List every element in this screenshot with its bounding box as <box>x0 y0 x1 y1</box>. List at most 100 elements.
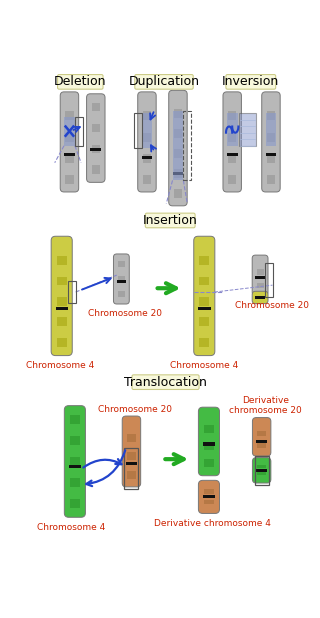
Bar <box>267 132 275 142</box>
Bar <box>64 153 75 156</box>
Bar <box>174 149 182 158</box>
Bar <box>265 263 273 297</box>
Bar <box>227 114 238 146</box>
Bar <box>143 175 151 184</box>
Bar <box>172 172 183 175</box>
Bar <box>65 101 74 109</box>
Bar <box>65 143 74 152</box>
Bar <box>199 318 209 326</box>
Text: Deletion: Deletion <box>54 75 107 88</box>
FancyBboxPatch shape <box>132 375 199 389</box>
FancyBboxPatch shape <box>58 75 103 89</box>
Bar <box>204 417 214 424</box>
Bar <box>57 256 67 265</box>
FancyBboxPatch shape <box>138 92 156 192</box>
FancyBboxPatch shape <box>194 236 215 355</box>
Bar <box>257 468 266 472</box>
Bar <box>174 159 182 167</box>
Bar <box>92 145 100 153</box>
Bar <box>75 117 83 146</box>
Bar <box>70 499 80 508</box>
Bar <box>57 318 67 326</box>
Bar <box>117 281 126 284</box>
Bar <box>92 166 100 174</box>
Bar <box>70 478 80 488</box>
Bar <box>172 111 183 146</box>
Bar <box>267 175 275 184</box>
Bar <box>118 261 125 268</box>
Bar <box>203 496 215 499</box>
FancyBboxPatch shape <box>87 94 105 182</box>
Bar <box>143 154 151 163</box>
Text: Translocation: Translocation <box>124 376 207 389</box>
Bar <box>118 284 125 290</box>
Bar <box>143 132 151 142</box>
Bar <box>65 175 74 184</box>
FancyBboxPatch shape <box>51 236 72 355</box>
Bar <box>228 101 236 109</box>
FancyBboxPatch shape <box>198 407 220 476</box>
Bar <box>204 500 214 504</box>
Bar <box>199 266 209 275</box>
Bar <box>174 139 182 148</box>
Bar <box>141 156 152 159</box>
Bar <box>127 443 136 451</box>
Text: Chromosome 4: Chromosome 4 <box>26 361 94 370</box>
Text: Chromosome 20: Chromosome 20 <box>98 405 172 413</box>
Bar <box>199 287 209 295</box>
Bar <box>204 442 214 450</box>
Bar <box>266 153 276 156</box>
Bar <box>118 269 125 275</box>
Bar <box>57 246 67 255</box>
Bar <box>65 132 74 142</box>
Text: Chromosome 20: Chromosome 20 <box>235 300 309 310</box>
Bar <box>256 440 267 443</box>
Text: Derivative
chromosome 20: Derivative chromosome 20 <box>229 396 302 415</box>
Bar <box>92 113 100 122</box>
Bar <box>134 114 141 148</box>
Bar <box>257 431 266 436</box>
Bar <box>199 297 209 306</box>
Bar <box>257 282 264 288</box>
Bar <box>65 164 74 174</box>
Bar <box>204 451 214 458</box>
Bar <box>143 164 151 174</box>
FancyBboxPatch shape <box>145 213 195 228</box>
Bar <box>227 153 238 156</box>
Bar <box>70 415 80 425</box>
Bar <box>127 462 136 470</box>
Bar <box>204 459 214 467</box>
Bar <box>199 328 209 336</box>
Bar <box>57 328 67 336</box>
Bar <box>92 103 100 111</box>
Bar <box>255 456 268 485</box>
Text: Chromosome 20: Chromosome 20 <box>88 310 162 318</box>
Bar <box>174 109 182 117</box>
FancyBboxPatch shape <box>135 75 193 89</box>
Bar <box>267 143 275 152</box>
Bar <box>174 169 182 178</box>
Bar <box>70 468 80 477</box>
Bar <box>199 307 209 316</box>
Bar <box>70 426 80 435</box>
Bar <box>228 175 236 184</box>
Text: Inversion: Inversion <box>222 75 279 88</box>
FancyBboxPatch shape <box>252 418 271 456</box>
Text: Chromosome 4: Chromosome 4 <box>37 523 105 531</box>
Bar <box>266 114 276 146</box>
Bar <box>228 154 236 163</box>
Bar <box>228 111 236 121</box>
Bar <box>70 436 80 446</box>
FancyBboxPatch shape <box>262 92 280 192</box>
Bar <box>127 434 136 442</box>
Bar <box>257 426 266 431</box>
Bar <box>127 452 136 460</box>
Bar <box>126 462 137 465</box>
Bar <box>143 143 151 152</box>
Bar <box>239 114 256 146</box>
Bar <box>255 276 265 279</box>
Bar <box>204 434 214 441</box>
Bar <box>127 425 136 433</box>
Bar <box>257 438 266 442</box>
Bar <box>199 246 209 255</box>
